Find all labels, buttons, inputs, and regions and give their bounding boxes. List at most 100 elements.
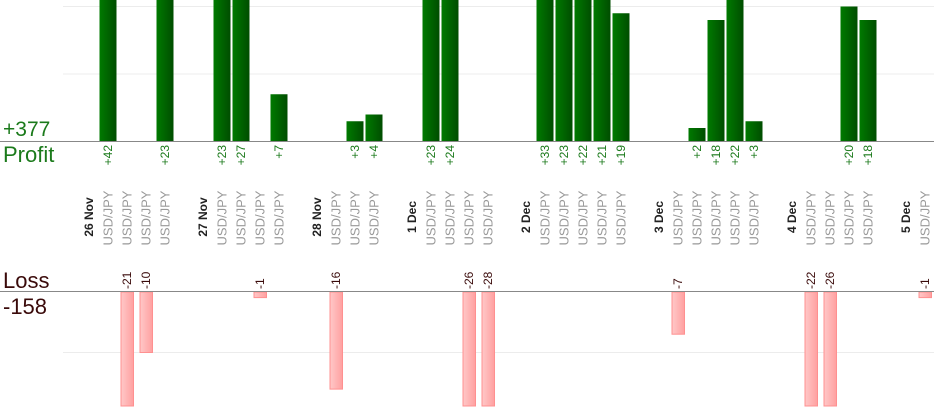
profit-value-label: +4 xyxy=(367,145,381,159)
symbol-label: USD/JPY xyxy=(348,190,363,245)
loss-bar xyxy=(329,291,343,390)
symbol-label: USD/JPY xyxy=(443,190,458,245)
profit-value-label: +42 xyxy=(101,145,115,166)
symbol-label: USD/JPY xyxy=(424,190,439,245)
profit-value-label: +23 xyxy=(158,145,172,166)
date-label: 4 Dec xyxy=(785,201,799,233)
labels: 26 Nov USD/JPY +42 USD/JPY -21 USD/JPY -10 USD/… xyxy=(82,145,933,289)
profit-label: Profit xyxy=(3,142,55,167)
symbol-label: USD/JPY xyxy=(158,190,173,245)
profit-bar xyxy=(840,6,858,142)
symbol-label: USD/JPY xyxy=(538,190,553,245)
profit-value-label: +20 xyxy=(842,145,856,166)
date-label: 5 Dec xyxy=(899,201,913,233)
loss-value-label: -1 xyxy=(253,278,267,289)
loss-bar xyxy=(918,291,932,299)
symbol-label: USD/JPY xyxy=(481,190,496,245)
profit-bar xyxy=(745,121,763,142)
bars xyxy=(99,0,932,407)
profit-value-label: +23 xyxy=(557,145,571,166)
date-label: 1 Dec xyxy=(405,201,419,233)
profit-value-label: +2 xyxy=(690,145,704,159)
loss-value-label: -1 xyxy=(918,278,932,289)
profit-bar xyxy=(726,0,744,142)
profit-bar xyxy=(688,128,706,142)
profit-value-label: +23 xyxy=(424,145,438,166)
profit-value-label: +33 xyxy=(538,145,552,166)
profit-bar xyxy=(346,121,364,142)
loss-bar xyxy=(139,291,153,353)
loss-bar xyxy=(823,291,837,407)
symbol-label: USD/JPY xyxy=(101,190,116,245)
loss-bar xyxy=(804,291,818,407)
loss-value-label: -26 xyxy=(823,271,837,289)
profit-value-label: +3 xyxy=(747,145,761,159)
profit-bar xyxy=(574,0,592,142)
profit-bar xyxy=(555,0,573,142)
loss-bar xyxy=(120,291,134,407)
loss-value-label: -28 xyxy=(481,271,495,289)
loss-value-label: -21 xyxy=(120,271,134,289)
symbol-label: USD/JPY xyxy=(272,190,287,245)
profit-value-label: +18 xyxy=(861,145,875,166)
profit-bar xyxy=(593,0,611,142)
loss-value-label: -16 xyxy=(329,271,343,289)
symbol-label: USD/JPY xyxy=(614,190,629,245)
profit-bar xyxy=(536,0,554,142)
profit-value-label: +22 xyxy=(576,145,590,166)
profit-total: +377 xyxy=(3,118,51,141)
loss-value-label: -10 xyxy=(139,271,153,289)
profit-value-label: +3 xyxy=(348,145,362,159)
profit-bar xyxy=(365,114,383,142)
profit-bar xyxy=(232,0,250,142)
loss-label: Loss xyxy=(3,268,50,293)
symbol-label: USD/JPY xyxy=(139,190,154,245)
symbol-label: USD/JPY xyxy=(747,190,762,245)
profit-value-label: +24 xyxy=(443,145,457,166)
symbol-label: USD/JPY xyxy=(329,190,344,245)
profit-value-label: +27 xyxy=(234,145,248,166)
symbol-label: USD/JPY xyxy=(120,190,135,245)
profit-value-label: +19 xyxy=(614,145,628,166)
loss-value-label: -7 xyxy=(671,278,685,289)
loss-bar xyxy=(671,291,685,335)
profit-bar xyxy=(422,0,440,142)
profit-value-label: +7 xyxy=(272,145,286,159)
profit-value-label: +18 xyxy=(709,145,723,166)
profit-value-label: +22 xyxy=(728,145,742,166)
loss-bar xyxy=(253,291,267,299)
symbol-label: USD/JPY xyxy=(557,190,572,245)
profit-bar xyxy=(270,94,288,142)
symbol-label: USD/JPY xyxy=(595,190,610,245)
loss-bar xyxy=(481,291,495,407)
profit-bar xyxy=(213,0,231,142)
symbol-label: USD/JPY xyxy=(234,190,249,245)
gridlines xyxy=(63,6,934,353)
loss-bar xyxy=(462,291,476,407)
date-label: 26 Nov xyxy=(82,197,96,237)
profit-value-label: +21 xyxy=(595,145,609,166)
profit-bar xyxy=(156,0,174,142)
symbol-label: USD/JPY xyxy=(462,190,477,245)
symbol-label: USD/JPY xyxy=(215,190,230,245)
symbol-label: USD/JPY xyxy=(918,190,933,245)
symbol-label: USD/JPY xyxy=(728,190,743,245)
date-label: 2 Dec xyxy=(519,201,533,233)
symbol-label: USD/JPY xyxy=(709,190,724,245)
loss-value-label: -26 xyxy=(462,271,476,289)
symbol-label: USD/JPY xyxy=(823,190,838,245)
profit-bar xyxy=(859,20,877,142)
symbol-label: USD/JPY xyxy=(367,190,382,245)
symbol-label: USD/JPY xyxy=(861,190,876,245)
symbol-label: USD/JPY xyxy=(842,190,857,245)
symbol-label: USD/JPY xyxy=(804,190,819,245)
date-label: 27 Nov xyxy=(196,197,210,237)
profit-bar xyxy=(612,13,630,142)
date-label: 28 Nov xyxy=(310,197,324,237)
loss-value-label: -22 xyxy=(804,271,818,289)
date-label: 3 Dec xyxy=(652,201,666,233)
profit-bar xyxy=(99,0,117,142)
profit-bar xyxy=(707,20,725,142)
symbol-label: USD/JPY xyxy=(253,190,268,245)
symbol-label: USD/JPY xyxy=(671,190,686,245)
